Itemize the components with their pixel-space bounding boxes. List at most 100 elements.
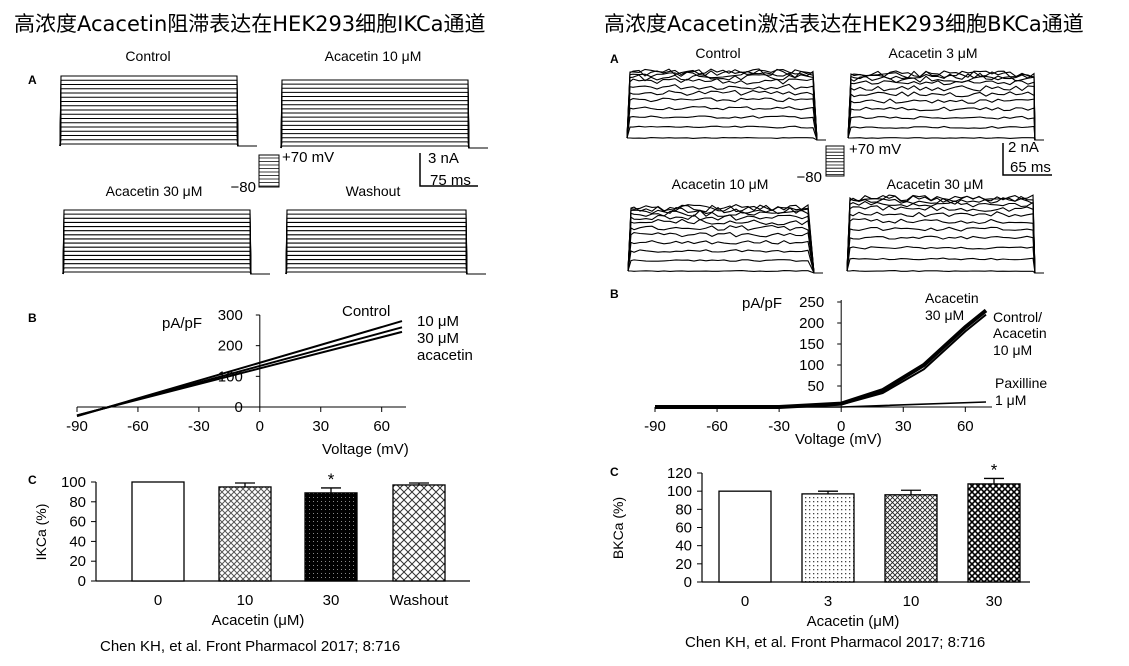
right-bar-0 (718, 490, 772, 583)
right-iv-y-tick-label: 100 (799, 357, 824, 374)
bkca-trace-10um (627, 249, 823, 274)
right-bar-y-tick-label: 120 (667, 465, 692, 482)
ikca-trace-30um (62, 254, 270, 275)
ikca-trace-washout (285, 209, 486, 275)
left-bar-category: Washout (390, 592, 449, 609)
left-panel-a-label: A (28, 73, 37, 87)
right-iv-y-tick-label: 50 (808, 378, 825, 395)
ikca-trace-washout (285, 254, 486, 275)
bkca-trace-3um (847, 79, 1044, 141)
bkca-trace-control (626, 115, 826, 141)
right-scale-current: 2 nA (1008, 139, 1039, 156)
ikca-trace-30um (62, 225, 270, 275)
left-trace-label-control: Control (125, 48, 170, 64)
ikca-trace-30um (62, 209, 270, 275)
bkca-trace-10um (628, 270, 823, 274)
bkca-trace-30um (847, 270, 1044, 274)
right-curve-label-acacetin10: Acacetin (993, 325, 1047, 341)
bkca-trace-3um (847, 91, 1044, 141)
bkca-trace-control (626, 97, 826, 141)
left-bar-y-tick-label: 40 (69, 533, 86, 550)
right-iv-y-tick-label: 150 (799, 336, 824, 353)
right-panel-c-label: C (610, 465, 619, 479)
ikca-trace-washout (285, 213, 486, 275)
left-bar-y-tick-label: 80 (69, 494, 86, 511)
left-scale-time: 75 ms (430, 172, 471, 189)
left-protocol-low: −80 (231, 179, 256, 196)
bkca-trace-30um (846, 200, 1044, 274)
right-curve-label-1um: 1 μM (995, 392, 1026, 408)
right-iv-curve-3 (655, 401, 987, 408)
left-bar-y-tick-label: 60 (69, 514, 86, 531)
bkca-trace-control (626, 83, 826, 141)
ikca-trace-control (59, 126, 257, 147)
left-protocol-high: +70 mV (282, 149, 334, 166)
right-iv-x-label: Voltage (mV) (795, 431, 882, 448)
left-current-traces (59, 75, 488, 275)
right-bar-category: 3 (824, 593, 832, 610)
left-iv-y-tick-label: 300 (218, 307, 243, 324)
ikca-trace-control (59, 122, 257, 147)
left-iv-y-tick-label: 0 (234, 399, 242, 416)
right-bar-category: 0 (741, 593, 749, 610)
right-curve-label-paxilline: Paxilline (995, 375, 1047, 391)
left-bar-3 (392, 484, 446, 582)
bkca-trace-control (626, 106, 826, 141)
bkca-trace-10um (627, 259, 823, 274)
left-trace-label-30: Acacetin 30 μM (106, 183, 203, 199)
bkca-trace-3um (847, 115, 1044, 141)
left-bar-1 (218, 486, 272, 582)
ikca-trace-10um (280, 87, 488, 149)
right-curve-label-10um: 10 μM (993, 342, 1032, 358)
bkca-trace-10um (627, 203, 823, 274)
right-trace-label-30: Acacetin 30 μM (887, 176, 984, 192)
bkca-trace-10um (627, 231, 823, 274)
bkca-trace-control (626, 69, 826, 141)
bkca-trace-control (626, 89, 826, 141)
right-bar-1 (801, 493, 855, 583)
ikca-trace-10um (280, 128, 488, 149)
right-bar-2 (884, 494, 938, 583)
right-panel-b-label: B (610, 287, 619, 301)
right-trace-label-3: Acacetin 3 μM (889, 45, 978, 61)
left-iv-x-label: Voltage (mV) (322, 441, 409, 458)
bkca-trace-30um (846, 226, 1044, 274)
right-curve-label-control: Control/ (993, 309, 1042, 325)
bkca-trace-30um (846, 194, 1044, 274)
left-scale-current: 3 nA (428, 150, 459, 167)
right-bar-y-tick-label: 0 (684, 574, 692, 591)
left-iv-x-tick-label: 30 (312, 418, 329, 435)
left-iv-curve-3 (76, 330, 403, 417)
left-panel-c-label: C (28, 473, 37, 487)
left-bar-category: 10 (237, 592, 254, 609)
bkca-trace-control (626, 78, 826, 141)
left-bar-category: 0 (154, 592, 162, 609)
left-trace-label-10: Acacetin 10 μM (325, 48, 422, 64)
ikca-trace-washout (285, 271, 486, 275)
ikca-trace-10um (280, 112, 488, 149)
right-bar-category: 10 (903, 593, 920, 610)
right-figure-title: 高浓度Acacetin激活表达在HEK293细胞BKCa通道 (604, 12, 1084, 36)
bkca-trace-3um (848, 137, 1044, 141)
left-iv-y-unit: pA/pF (162, 315, 202, 332)
left-iv-x-tick-label: 60 (373, 418, 390, 435)
left-iv-x-tick-label: 0 (256, 418, 264, 435)
right-iv-y-tick-label: 200 (799, 315, 824, 332)
bkca-trace-10um (627, 224, 823, 274)
right-iv-y-unit: pA/pF (742, 295, 782, 312)
left-curve-label-30: 30 μM (417, 330, 459, 347)
ikca-trace-control (59, 79, 257, 147)
ikca-trace-washout (285, 225, 486, 275)
ikca-trace-control (59, 109, 257, 147)
ikca-trace-10um (280, 100, 488, 149)
right-iv-x-tick-label: 60 (957, 418, 974, 435)
right-bar-category: 30 (986, 593, 1003, 610)
right-protocol-high: +70 mV (849, 141, 901, 158)
bkca-trace-30um (846, 235, 1044, 274)
left-bar-category: 30 (323, 592, 340, 609)
bkca-trace-10um (627, 209, 823, 274)
bkca-trace-control (626, 125, 826, 141)
bkca-trace-10um (627, 218, 823, 274)
ikca-trace-control (59, 143, 257, 147)
left-curve-label-acacetin: acacetin (417, 347, 473, 364)
